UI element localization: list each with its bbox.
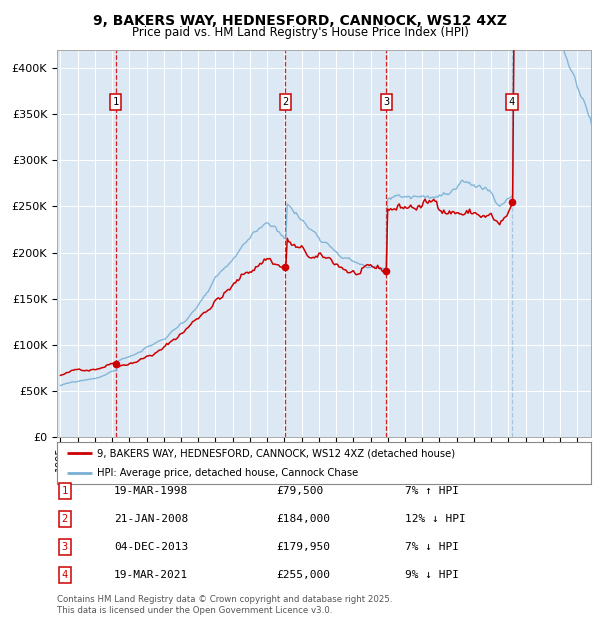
Text: £79,500: £79,500: [276, 486, 323, 496]
Text: HPI: Average price, detached house, Cannock Chase: HPI: Average price, detached house, Cann…: [97, 468, 358, 478]
Text: 9, BAKERS WAY, HEDNESFORD, CANNOCK, WS12 4XZ: 9, BAKERS WAY, HEDNESFORD, CANNOCK, WS12…: [93, 14, 507, 28]
Text: 9% ↓ HPI: 9% ↓ HPI: [405, 570, 459, 580]
Text: 12% ↓ HPI: 12% ↓ HPI: [405, 514, 466, 524]
Text: 7% ↓ HPI: 7% ↓ HPI: [405, 542, 459, 552]
Text: 04-DEC-2013: 04-DEC-2013: [114, 542, 188, 552]
Text: 19-MAR-1998: 19-MAR-1998: [114, 486, 188, 496]
Text: 1: 1: [113, 97, 119, 107]
Text: £179,950: £179,950: [276, 542, 330, 552]
Text: £184,000: £184,000: [276, 514, 330, 524]
Text: 2: 2: [62, 514, 68, 524]
Text: 3: 3: [383, 97, 389, 107]
Text: This data is licensed under the Open Government Licence v3.0.: This data is licensed under the Open Gov…: [57, 606, 332, 616]
Text: 2: 2: [282, 97, 289, 107]
Text: 4: 4: [62, 570, 68, 580]
Text: Price paid vs. HM Land Registry's House Price Index (HPI): Price paid vs. HM Land Registry's House …: [131, 26, 469, 39]
Text: 1: 1: [62, 486, 68, 496]
Text: 3: 3: [62, 542, 68, 552]
Text: 21-JAN-2008: 21-JAN-2008: [114, 514, 188, 524]
Text: £255,000: £255,000: [276, 570, 330, 580]
Text: 4: 4: [509, 97, 515, 107]
Text: Contains HM Land Registry data © Crown copyright and database right 2025.: Contains HM Land Registry data © Crown c…: [57, 595, 392, 604]
Text: 7% ↑ HPI: 7% ↑ HPI: [405, 486, 459, 496]
Text: 19-MAR-2021: 19-MAR-2021: [114, 570, 188, 580]
Text: 9, BAKERS WAY, HEDNESFORD, CANNOCK, WS12 4XZ (detached house): 9, BAKERS WAY, HEDNESFORD, CANNOCK, WS12…: [97, 448, 455, 458]
